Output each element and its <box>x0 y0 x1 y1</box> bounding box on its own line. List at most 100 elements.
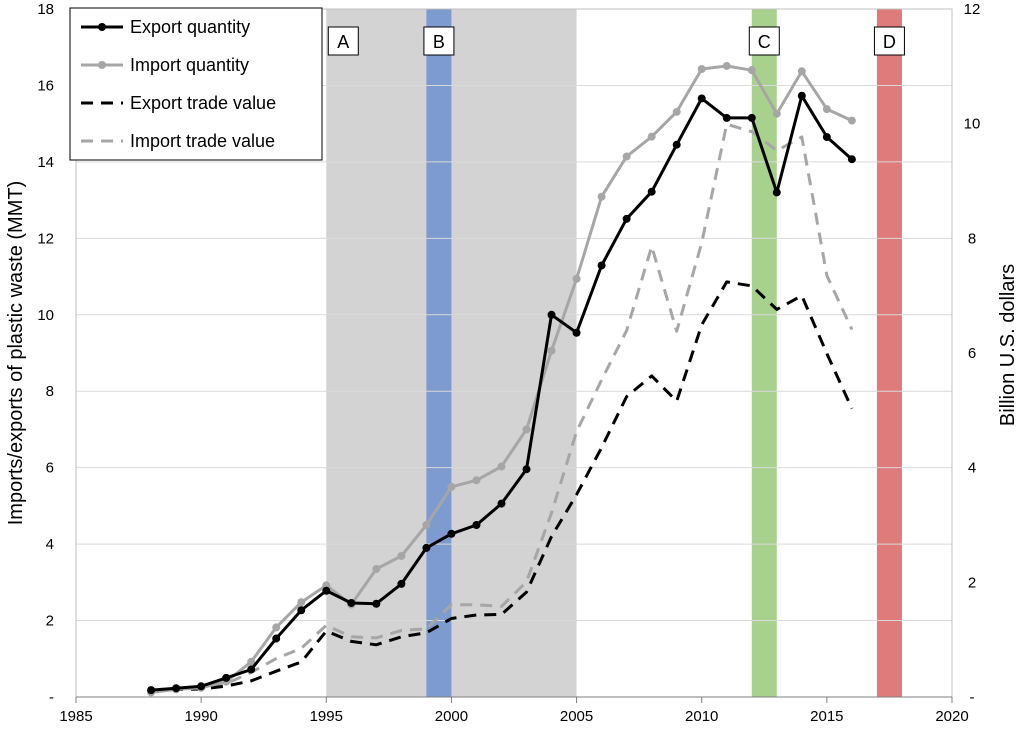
y2-tick-label: 2 <box>968 574 976 591</box>
data-point-export-quantity <box>822 133 831 142</box>
x-tick-label: 2015 <box>810 708 843 725</box>
region-d-label-box <box>873 26 905 56</box>
y-axis-title: Imports/exports of plastic waste (MMT) <box>5 181 27 526</box>
region-d-label: D <box>883 32 896 52</box>
region-b-band <box>426 9 452 697</box>
y-tick-label: 4 <box>46 536 54 553</box>
series-lines <box>147 61 856 697</box>
legend-marker-export-quantity <box>98 23 106 31</box>
x-tick-label: 2000 <box>435 708 468 725</box>
data-point-import-quantity <box>622 152 631 161</box>
region-c-band <box>751 9 777 697</box>
data-point-import-quantity <box>822 105 831 114</box>
data-point-import-quantity <box>397 551 406 560</box>
data-point-export-quantity <box>522 465 531 474</box>
data-point-import-quantity <box>272 623 281 632</box>
y-tick-label: 10 <box>37 307 54 324</box>
data-point-export-quantity <box>647 187 656 196</box>
x-tick-label: 1995 <box>310 708 343 725</box>
data-point-export-quantity <box>722 113 731 122</box>
legend-label-import-trade-value: Import trade value <box>130 131 275 151</box>
data-point-import-quantity <box>797 67 806 76</box>
y2-tick-label: 4 <box>968 460 976 477</box>
data-point-export-quantity <box>847 155 856 164</box>
data-point-import-quantity <box>472 476 481 485</box>
region-d-band <box>876 9 902 697</box>
y-tick-label: 6 <box>46 460 54 477</box>
data-point-export-quantity <box>622 214 631 223</box>
x-tick-label: 2005 <box>560 708 593 725</box>
data-point-export-quantity <box>372 599 381 608</box>
data-point-import-quantity <box>297 598 306 607</box>
data-point-import-quantity <box>247 657 256 666</box>
data-point-import-quantity <box>697 65 706 74</box>
region-c-label-box <box>748 26 780 56</box>
region-b-label-box <box>423 26 455 56</box>
data-point-import-quantity <box>747 66 756 75</box>
y-tick-label: 14 <box>37 154 54 171</box>
data-point-export-quantity <box>422 543 431 552</box>
data-point-import-quantity <box>422 521 431 529</box>
legend-label-export-trade-value: Export trade value <box>130 93 276 113</box>
data-point-export-quantity <box>322 586 331 595</box>
data-point-export-quantity <box>772 188 781 197</box>
y2-axis-title: Billion U.S. dollars <box>997 264 1019 426</box>
data-point-export-quantity <box>447 529 456 538</box>
data-point-export-quantity <box>297 606 306 615</box>
data-point-import-quantity <box>672 107 681 116</box>
data-point-import-quantity <box>522 425 531 434</box>
region-labels: A B C D <box>327 26 905 56</box>
data-point-import-quantity <box>547 346 556 355</box>
region-a-label: A <box>337 32 349 52</box>
data-point-export-quantity <box>247 665 256 674</box>
data-point-export-quantity <box>272 634 281 643</box>
data-point-export-quantity <box>672 140 681 149</box>
legend: Export quantity Import quantity Export tra… <box>69 7 323 161</box>
x-tick-label: 1990 <box>184 708 217 725</box>
region-a-label-box <box>327 26 359 56</box>
data-point-export-quantity <box>797 91 806 100</box>
legend-box <box>69 7 323 161</box>
data-point-export-quantity <box>572 328 581 337</box>
data-point-export-quantity <box>197 682 206 691</box>
y2-tick-label: 12 <box>964 1 981 18</box>
data-point-import-quantity <box>772 109 781 118</box>
x-tick-label: 1985 <box>59 708 92 725</box>
y2-tick-label: - <box>970 689 975 706</box>
legend-marker-import-quantity <box>98 61 106 69</box>
data-point-export-quantity <box>347 598 356 607</box>
data-point-import-quantity <box>372 564 381 573</box>
data-point-import-quantity <box>647 132 656 141</box>
data-point-export-quantity <box>597 261 606 270</box>
data-point-import-quantity <box>497 462 506 471</box>
x-tick-label: 2010 <box>685 708 718 725</box>
data-point-export-quantity <box>222 673 231 682</box>
y2-tick-label: 6 <box>968 345 976 362</box>
series-line-import-trade-value <box>150 122 854 693</box>
region-b-label: B <box>433 32 445 52</box>
data-point-import-quantity <box>847 116 856 125</box>
data-point-export-quantity <box>547 310 556 319</box>
y-tick-label: 2 <box>46 613 54 630</box>
y-tick-label: - <box>49 689 54 706</box>
legend-label-export-quantity: Export quantity <box>130 17 250 37</box>
data-point-export-quantity <box>147 686 156 695</box>
data-point-export-quantity <box>472 521 481 529</box>
data-point-export-quantity <box>172 684 181 693</box>
x-tick-label: 2020 <box>935 708 968 725</box>
y-tick-label: 8 <box>46 383 54 400</box>
data-point-export-quantity <box>497 499 506 508</box>
y-tick-label: 12 <box>37 230 54 247</box>
y2-tick-label: 10 <box>964 116 981 133</box>
y2-tick-label: 8 <box>968 230 976 247</box>
data-point-import-quantity <box>447 482 456 491</box>
data-point-export-quantity <box>747 113 756 122</box>
legend-label-import-quantity: Import quantity <box>130 55 249 75</box>
region-c-label: C <box>758 32 771 52</box>
data-point-import-quantity <box>722 61 731 70</box>
data-point-export-quantity <box>697 94 706 103</box>
y-tick-label: 16 <box>37 77 54 94</box>
data-point-export-quantity <box>397 579 406 588</box>
data-point-import-quantity <box>572 274 581 283</box>
